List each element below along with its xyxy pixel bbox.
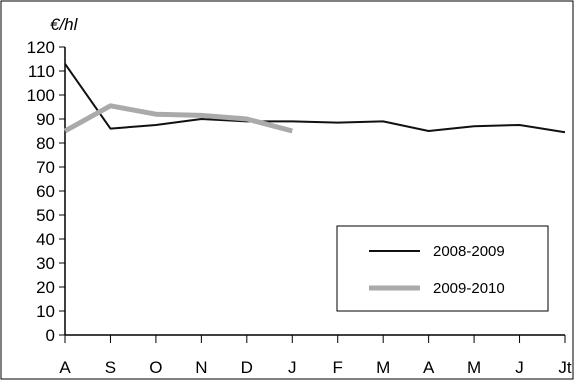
x-tick-label: D — [241, 358, 253, 377]
y-tick-label: 90 — [36, 110, 55, 129]
y-tick-label: 10 — [36, 302, 55, 321]
x-tick-label: J — [288, 358, 297, 377]
x-tick-label: A — [59, 358, 71, 377]
y-tick-label: 40 — [36, 230, 55, 249]
series-lines — [63, 63, 566, 134]
y-tick-label: 60 — [36, 182, 55, 201]
y-tick-label: 30 — [36, 254, 55, 273]
y-axis: 0 10 20 30 40 50 60 70 80 90 100 110 120 — [27, 38, 66, 345]
y-tick-label: 70 — [36, 158, 55, 177]
y-tick-label: 50 — [36, 206, 55, 225]
x-tick-label: A — [423, 358, 435, 377]
x-tick-label: M — [467, 358, 481, 377]
x-tick-label: S — [105, 358, 116, 377]
x-tick-label: N — [195, 358, 207, 377]
y-tick-label: 100 — [27, 86, 55, 105]
y-tick-label: 20 — [36, 278, 55, 297]
y-tick-label: 80 — [36, 134, 55, 153]
y-tick-label: 110 — [28, 62, 55, 81]
y-tick-label: 0 — [46, 326, 55, 345]
legend: 2008-2009 2009-2010 — [336, 225, 549, 312]
y-unit-label: €/hl — [50, 15, 79, 34]
y-tick-label: 120 — [27, 38, 55, 57]
series-line-2009-2010 — [63, 103, 293, 134]
legend-label-2008-2009: 2008-2009 — [433, 243, 505, 260]
x-tick-label: F — [333, 358, 343, 377]
series-line-2008-2009 — [64, 63, 566, 134]
x-tick-label: J — [515, 358, 524, 377]
legend-label-2009-2010: 2009-2010 — [433, 280, 505, 297]
x-axis: A S O N D J F M A M J Jt — [59, 334, 572, 377]
x-tick-label: M — [376, 358, 390, 377]
legend-box — [336, 225, 549, 312]
x-tick-label: Jt — [558, 358, 572, 377]
x-tick-label: O — [149, 358, 162, 377]
